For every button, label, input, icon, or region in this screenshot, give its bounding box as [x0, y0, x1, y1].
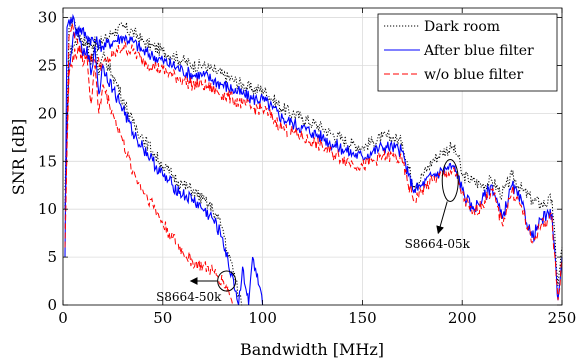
annotation-label-05k: S8664-05k [405, 237, 471, 251]
legend-label: Dark room [424, 19, 500, 35]
legend-label: w/o blue filter [424, 67, 523, 83]
x-tick-label: 50 [153, 309, 172, 327]
annotation-label-50k: S8664-50k [156, 290, 222, 304]
annotations: S8664-05k S8664-50k [156, 158, 471, 304]
x-tick-label: 0 [58, 309, 68, 327]
series-line-s8664-05k-after-blue-filter [64, 25, 563, 301]
legend: Dark room After blue filter w/o blue filte… [377, 13, 558, 92]
series-line-s8664-05k-w-o-blue-filter [64, 40, 563, 301]
x-tick-label: 250 [548, 309, 577, 327]
y-tick-label: 15 [38, 152, 57, 170]
legend-label: After blue filter [423, 43, 534, 59]
y-tick-label: 25 [38, 56, 57, 74]
series-line-s8664-05k-dark-room [64, 22, 563, 286]
x-tick-label: 150 [348, 309, 377, 327]
plot-frame [62, 7, 563, 306]
y-tick-label: 5 [47, 248, 57, 266]
y-tick-label: 30 [38, 9, 57, 27]
series-layer [64, 13, 563, 306]
y-tick-label: 0 [47, 296, 57, 314]
y-tick-label: 10 [38, 200, 57, 218]
annotation-ellipse-05k [441, 158, 459, 202]
tick-layer: 0 50 100 150 200 250 0 5 10 15 20 25 30 [38, 8, 576, 327]
x-tick-label: 100 [248, 309, 277, 327]
y-tick-label: 20 [38, 104, 57, 122]
legend-box [377, 13, 558, 92]
x-tick-label: 200 [448, 309, 477, 327]
x-axis-label: Bandwidth [MHz] [240, 340, 384, 359]
series-line-s8664-50k-dark-room [64, 15, 243, 306]
series-line-s8664-50k-after-blue-filter [64, 13, 264, 306]
series-line-s8664-50k-w-o-blue-filter [64, 23, 234, 306]
y-axis-label: SNR [dB] [9, 119, 28, 196]
annotation-arrow-05k [436, 201, 448, 235]
